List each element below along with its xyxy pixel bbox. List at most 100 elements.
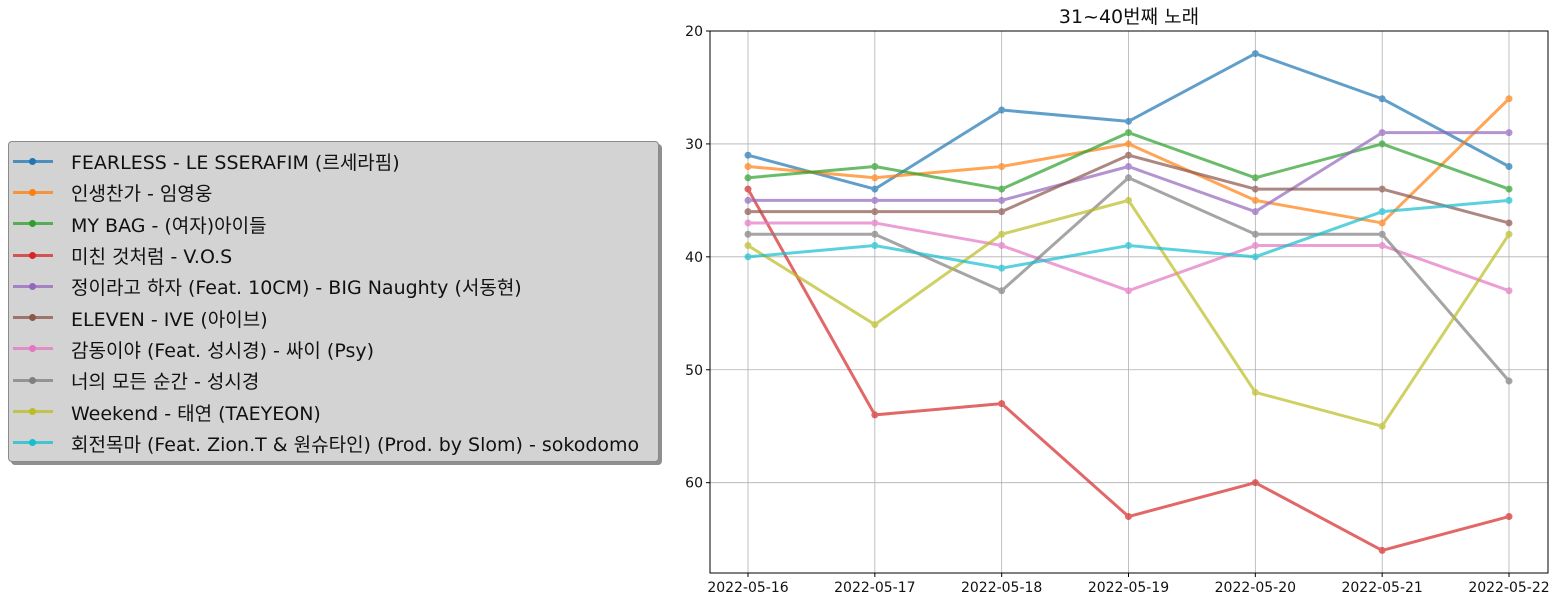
data-point [1251,388,1259,396]
legend-swatch [13,246,53,266]
legend-entry: 감동이야 (Feat. 성시경) - 싸이 (Psy) [9,334,658,365]
series-7 [744,219,1513,295]
data-point [1505,163,1513,170]
data-point [871,196,879,204]
legend: FEARLESS - LE SSERAFIM (르세라핌) 인생찬가 - 임영웅 M… [8,141,659,462]
legend-entry: 회전목마 (Feat. Zion.T & 원슈타인) (Prod. by Slo… [9,428,658,459]
y-tick-label: 20 [685,24,703,40]
data-point [998,196,1006,204]
series-10 [744,196,1513,272]
series-5 [744,129,1513,216]
data-point [1251,185,1259,193]
data-point [1505,185,1513,193]
data-point [871,411,879,419]
data-point [1251,230,1259,238]
series-2 [744,95,1513,227]
data-point [1505,129,1513,137]
data-point [744,253,752,261]
legend-entry: 미친 것처럼 - V.O.S [9,240,658,271]
legend-label: ELEVEN - IVE (아이브) [71,308,268,331]
y-tick-label: 50 [685,363,703,379]
legend-entry: 인생찬가 - 임영웅 [9,177,658,208]
data-point [1505,196,1513,204]
data-point [1125,129,1132,137]
data-point [1251,196,1259,204]
legend-swatch-marker [29,314,36,322]
data-point [1251,242,1259,250]
data-point [998,242,1006,250]
data-point [998,264,1006,272]
data-point [871,242,879,250]
data-point [998,230,1006,238]
y-tick-label: 60 [685,476,703,492]
data-point [1505,230,1513,238]
series-3 [744,129,1513,193]
legend-swatch [13,339,53,359]
data-point [744,230,752,238]
y-tick-label: 30 [685,137,703,153]
legend-label: MY BAG - (여자)아이들 [71,214,267,237]
data-point [1378,140,1386,148]
legend-entry: 정이라고 하자 (Feat. 10CM) - BIG Naughty (서동현) [9,271,658,302]
legend-entry: ELEVEN - IVE (아이브) [9,302,658,333]
series-4 [744,185,1513,554]
legend-label: 미친 것처럼 - V.O.S [71,246,233,269]
data-point [1125,287,1132,295]
data-point [871,208,879,216]
data-point [744,242,752,250]
data-point [1378,219,1386,227]
legend-label: FEARLESS - LE SSERAFIM (르세라핌) [71,152,400,175]
y-tick-label: 40 [685,250,703,266]
legend-swatch [13,277,53,297]
x-tick-label: 2022-05-20 [1215,580,1296,596]
data-point [1505,377,1513,385]
data-point [1125,513,1132,521]
data-point [744,174,752,182]
data-point [1505,219,1513,227]
series-layer [744,50,1513,554]
chart-title: 31~40번째 노래 [1059,6,1199,28]
data-point [1125,196,1132,204]
x-tick-label: 2022-05-19 [1088,580,1169,596]
legend-swatch-marker [29,345,36,353]
data-point [998,163,1006,170]
data-point [998,185,1006,193]
legend-entry: 너의 모든 순간 - 성시경 [9,365,658,396]
data-point [1505,513,1513,521]
data-point [1378,129,1386,137]
legend-swatch [13,402,53,422]
legend-label: Weekend - 태연 (TAEYEON) [71,402,321,425]
data-point [1378,185,1386,193]
data-point [1251,50,1259,58]
grid [710,30,1548,573]
data-point [744,208,752,216]
legend-swatch-marker [29,251,36,259]
data-point [1125,242,1132,250]
data-point [1125,163,1132,170]
data-point [1251,174,1259,182]
legend-swatch [13,308,53,328]
data-point [998,287,1006,295]
data-point [744,196,752,204]
data-point [871,219,879,227]
x-tick-label: 2022-05-17 [834,580,915,596]
data-point [871,321,879,329]
data-point [998,400,1006,408]
series-9 [744,196,1513,430]
x-tick-label: 2022-05-22 [1468,580,1549,596]
legend-label: 정이라고 하자 (Feat. 10CM) - BIG Naughty (서동현) [71,277,522,300]
x-tick-label: 2022-05-18 [961,580,1042,596]
data-point [1251,253,1259,261]
axes: 2022-05-16 2022-05-17 2022-05-18 2022-05-19… [685,24,1550,596]
x-tick-label: 2022-05-16 [707,580,788,596]
data-point [1378,95,1386,103]
data-point [1505,287,1513,295]
data-point [1125,140,1132,148]
data-point [871,185,879,193]
data-point [1378,242,1386,250]
legend-swatch-marker [29,220,36,228]
data-point [744,185,752,193]
data-point [1125,174,1132,182]
